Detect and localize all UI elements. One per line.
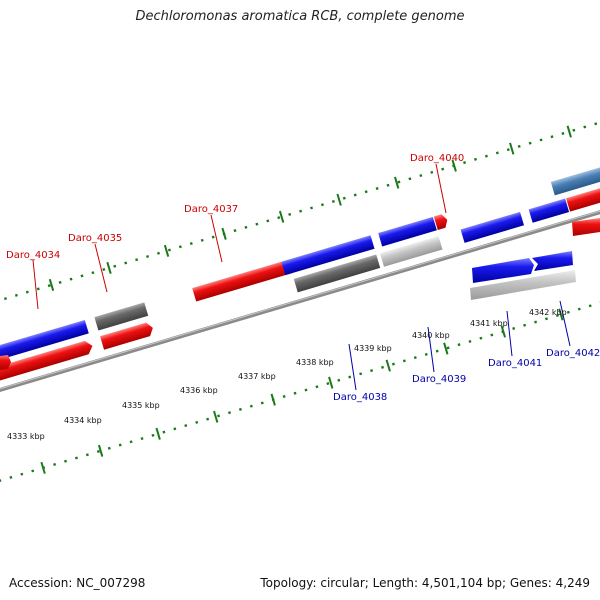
ruler-label-4341: 4341 kbp — [470, 319, 508, 328]
gene-red-right[interactable] — [566, 176, 600, 212]
ruler-label-4333: 4333 kbp — [7, 432, 45, 441]
gene-daro-4041-top[interactable] — [460, 211, 525, 243]
ruler-label-4335: 4335 kbp — [122, 401, 160, 410]
overlay-genes — [0, 218, 600, 370]
label-daro-4041: Daro_4041 — [488, 358, 542, 369]
ruler-label-4336: 4336 kbp — [180, 386, 218, 395]
gene-daro-4041-light[interactable] — [470, 270, 576, 300]
gene-steel-blue[interactable] — [550, 160, 600, 196]
ruler-label-4342: 4342 kbp — [529, 308, 567, 317]
ruler-label-4340: 4340 kbp — [412, 331, 450, 340]
label-daro-4037: Daro_4037 — [184, 204, 238, 215]
gene-daro-4037[interactable] — [192, 258, 298, 302]
gene-daro-4039-top[interactable] — [378, 216, 437, 247]
ruler-label-4339: 4339 kbp — [354, 344, 392, 353]
reverse-genes — [293, 236, 443, 293]
middle-genes — [0, 176, 600, 389]
label-daro-4035: Daro_4035 — [68, 233, 122, 244]
gene-daro-4038[interactable] — [293, 254, 381, 293]
gene-daro-4038-top[interactable] — [281, 235, 375, 276]
gene-daro-4039[interactable] — [380, 236, 443, 267]
gene-daro-4040[interactable] — [433, 213, 449, 230]
label-daro-4038: Daro_4038 — [333, 392, 387, 403]
gene-daro-4042-blue[interactable] — [532, 251, 573, 271]
forward-genes — [0, 160, 600, 370]
gene-red-small-left[interactable] — [0, 355, 11, 370]
genome-summary: Topology: circular; Length: 4,501,104 bp… — [260, 576, 590, 590]
callouts — [32, 163, 571, 391]
major-ticks — [40, 125, 572, 474]
map-title: Dechloromonas aromatica RCB, complete ge… — [135, 9, 465, 24]
gene-red-far-right[interactable] — [572, 218, 600, 236]
ruler-label-4337: 4337 kbp — [238, 372, 276, 381]
gene-red-left[interactable] — [0, 339, 94, 389]
gene-daro-4034[interactable] — [0, 319, 89, 370]
label-daro-4040: Daro_4040 — [410, 153, 464, 164]
gene-daro-4042-top[interactable] — [528, 198, 570, 223]
label-daro-4039: Daro_4039 — [412, 374, 466, 385]
gene-daro-4041-blue[interactable] — [472, 258, 534, 283]
label-daro-4034: Daro_4034 — [6, 250, 60, 261]
gene-red-mid[interactable] — [100, 321, 155, 350]
gene-daro-4035[interactable] — [94, 302, 149, 331]
genome-track — [0, 86, 600, 505]
label-daro-4042: Daro_4042 — [546, 348, 600, 359]
ruler-label-4338: 4338 kbp — [296, 358, 334, 367]
genome-backbone — [0, 168, 600, 423]
ruler-label-4334: 4334 kbp — [64, 416, 102, 425]
accession-label: Accession: NC_007298 — [9, 576, 146, 590]
